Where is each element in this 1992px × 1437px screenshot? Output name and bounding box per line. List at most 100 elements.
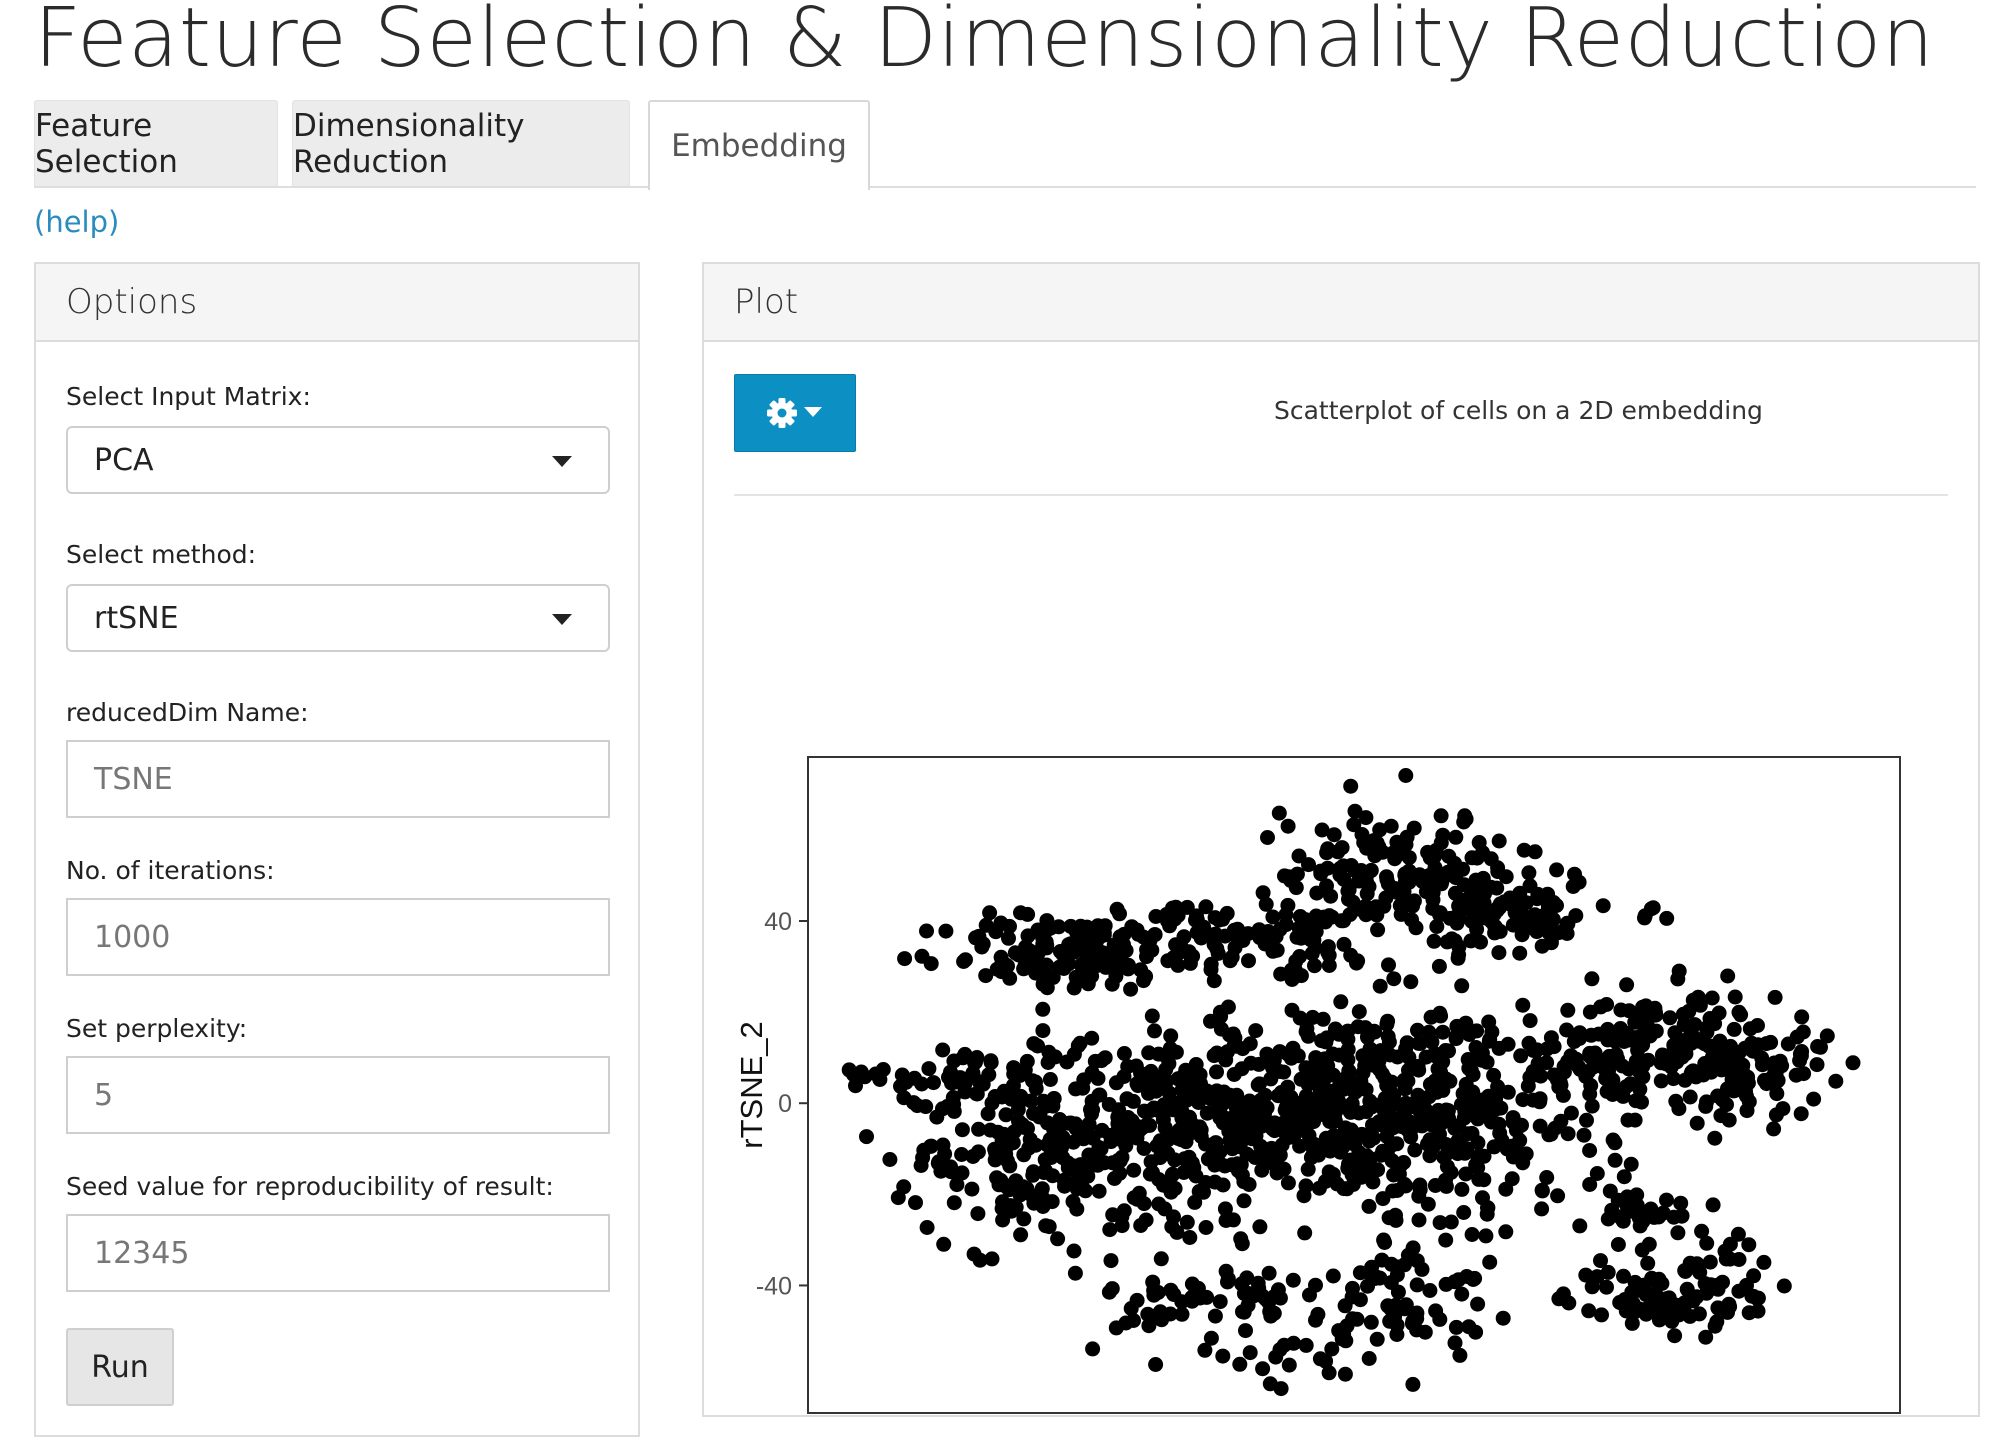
scatter-point bbox=[1476, 1148, 1492, 1164]
tab-embedding[interactable]: Embedding bbox=[648, 100, 870, 190]
scatter-point bbox=[1459, 1141, 1475, 1157]
scatter-point bbox=[1308, 1312, 1323, 1328]
scatter-point bbox=[1371, 1114, 1387, 1130]
scatter-point bbox=[1111, 1126, 1127, 1142]
input-matrix-select[interactable]: PCA bbox=[66, 426, 610, 494]
scatter-point bbox=[943, 1164, 959, 1180]
scatter-point bbox=[1440, 1103, 1456, 1119]
scatter-point bbox=[1116, 1046, 1132, 1061]
method-select[interactable]: rtSNE bbox=[66, 584, 610, 652]
scatter-point bbox=[1069, 974, 1085, 990]
scatter-point bbox=[1780, 1036, 1796, 1052]
scatter-point bbox=[978, 968, 994, 984]
reduced-dim-name-input[interactable]: TSNE bbox=[66, 740, 610, 818]
scatter-point bbox=[1488, 1091, 1504, 1107]
scatter-point bbox=[1425, 892, 1441, 908]
scatter-point bbox=[1105, 1207, 1121, 1223]
scatter-point bbox=[1086, 937, 1102, 953]
scatter-point bbox=[1265, 909, 1281, 925]
scatter-point bbox=[1443, 1214, 1459, 1230]
scatter-point bbox=[1487, 918, 1503, 934]
scatter-point bbox=[1213, 1021, 1229, 1037]
scatter-point bbox=[1410, 1022, 1425, 1038]
scatter-point bbox=[1155, 1177, 1171, 1193]
scatter-point bbox=[918, 1099, 934, 1115]
scatter-point bbox=[965, 1149, 981, 1164]
scatter-point bbox=[1632, 1218, 1648, 1234]
scatter-point bbox=[1470, 1296, 1486, 1312]
plot-settings-button[interactable] bbox=[734, 374, 856, 452]
scatter-point bbox=[1255, 1361, 1271, 1377]
scatter-point bbox=[1666, 1308, 1682, 1324]
scatter-point bbox=[1645, 900, 1661, 916]
scatter-point bbox=[1480, 1200, 1496, 1216]
scatter-point bbox=[983, 1055, 999, 1070]
scatter-point bbox=[1342, 1134, 1358, 1150]
scatter-point bbox=[1766, 1121, 1782, 1137]
scatter-point bbox=[1179, 1214, 1195, 1230]
scatter-point bbox=[1502, 890, 1518, 906]
scatter-point bbox=[1514, 906, 1530, 922]
scatter-point bbox=[1123, 981, 1139, 997]
scatter-point bbox=[1173, 938, 1189, 954]
scatter-point bbox=[1331, 1026, 1347, 1042]
scatter-point bbox=[1206, 973, 1222, 989]
scatter-point bbox=[1711, 1005, 1727, 1021]
scatter-point bbox=[1242, 1345, 1258, 1361]
scatter-point bbox=[954, 1165, 970, 1181]
scatter-point bbox=[994, 1089, 1010, 1105]
scatter-point bbox=[1430, 1061, 1446, 1077]
scatter-point bbox=[1266, 1305, 1282, 1321]
gear-icon bbox=[767, 398, 822, 428]
scatter-point bbox=[1637, 910, 1652, 926]
scatter-point bbox=[1472, 873, 1488, 889]
scatter-point bbox=[1305, 1146, 1321, 1162]
y-tick-label: -40 bbox=[756, 1272, 792, 1300]
scatter-point bbox=[1479, 1054, 1495, 1070]
scatter-point bbox=[1398, 1041, 1414, 1057]
scatter-point bbox=[1610, 1237, 1626, 1252]
scatter-point bbox=[1360, 1029, 1376, 1045]
help-link[interactable]: (help) bbox=[34, 205, 120, 239]
scatter-point bbox=[1253, 1092, 1269, 1108]
scatter-point bbox=[1226, 1109, 1242, 1125]
scatter-point bbox=[1261, 1265, 1277, 1281]
scatter-point bbox=[1182, 1109, 1197, 1125]
seed-input[interactable]: 12345 bbox=[66, 1214, 610, 1292]
tab-dimensionality-reduction[interactable]: Dimensionality Reduction bbox=[292, 100, 630, 186]
scatter-point bbox=[1340, 883, 1356, 899]
scatter-point bbox=[1108, 1320, 1124, 1336]
perplexity-input[interactable]: 5 bbox=[66, 1056, 610, 1134]
scatter-point bbox=[1022, 1131, 1038, 1147]
scatter-point bbox=[1337, 1120, 1353, 1136]
scatter-point bbox=[1607, 1152, 1623, 1168]
scatter-point bbox=[971, 1121, 987, 1137]
scatter-point bbox=[1220, 1271, 1236, 1287]
scatter-point bbox=[1013, 1227, 1029, 1243]
scatter-point bbox=[1280, 897, 1296, 913]
scatter-point bbox=[1271, 805, 1287, 821]
scatter-point bbox=[1694, 1223, 1710, 1239]
scatter-point bbox=[1148, 909, 1164, 924]
tab-feature-selection[interactable]: Feature Selection bbox=[34, 100, 278, 186]
scatter-point bbox=[1730, 1226, 1746, 1242]
scatter-point bbox=[1671, 1101, 1687, 1117]
scatter-point bbox=[1143, 1154, 1159, 1170]
scatter-point bbox=[1141, 1318, 1157, 1334]
scatter-point bbox=[1232, 1356, 1248, 1372]
scatter-point bbox=[1236, 1193, 1252, 1209]
caret-down-icon bbox=[804, 407, 822, 417]
scatter-point bbox=[1380, 1298, 1396, 1314]
scatter-point bbox=[1635, 1037, 1651, 1053]
scatter-point bbox=[1559, 1022, 1575, 1038]
scatter-point bbox=[995, 1131, 1011, 1147]
iterations-input[interactable]: 1000 bbox=[66, 898, 610, 976]
scatter-point bbox=[1217, 1201, 1233, 1217]
scatter-point bbox=[1458, 1015, 1474, 1031]
scatter-point bbox=[1398, 1178, 1414, 1194]
run-button[interactable]: Run bbox=[66, 1328, 174, 1406]
scatter-point bbox=[1387, 1096, 1403, 1112]
scatter-point bbox=[1227, 1091, 1243, 1106]
scatter-point bbox=[894, 1067, 910, 1083]
scatter-point bbox=[1522, 919, 1538, 935]
